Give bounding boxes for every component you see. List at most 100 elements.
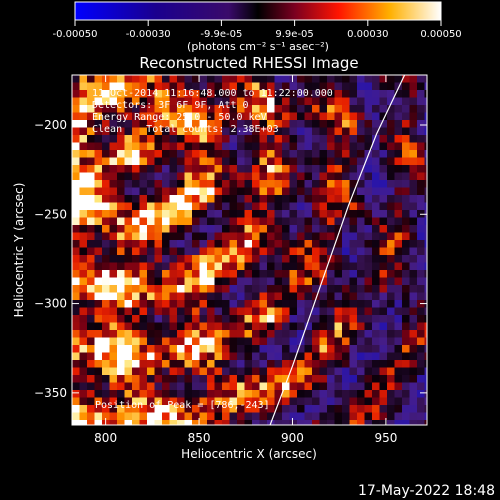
heatmap-cell xyxy=(199,300,208,308)
y-axis-label: Heliocentric Y (arcsec) xyxy=(12,183,26,318)
heatmap-cell xyxy=(259,82,268,91)
heatmap-cell xyxy=(304,375,313,383)
heatmap-cell xyxy=(94,240,103,248)
heatmap-cell xyxy=(319,225,328,233)
heatmap-cell xyxy=(312,157,320,166)
heatmap-cell xyxy=(364,165,373,173)
heatmap-cell xyxy=(349,75,358,83)
heatmap-cell xyxy=(312,352,320,361)
heatmap-cell xyxy=(222,240,230,248)
heatmap-cell xyxy=(267,262,275,271)
heatmap-cell xyxy=(304,397,313,406)
heatmap-cell xyxy=(342,180,350,188)
heatmap-cell xyxy=(267,360,275,368)
heatmap-cell xyxy=(102,292,110,301)
heatmap-cell xyxy=(244,262,253,271)
heatmap-cell xyxy=(432,105,440,113)
heatmap-cell xyxy=(244,90,253,98)
heatmap-cell xyxy=(372,360,380,368)
heatmap-cell xyxy=(229,360,238,368)
heatmap-cell xyxy=(259,75,268,83)
heatmap-cell xyxy=(237,240,245,248)
heatmap-cell xyxy=(184,337,193,346)
heatmap-cell xyxy=(267,285,275,293)
heatmap-cell xyxy=(319,135,328,143)
heatmap-cell xyxy=(199,127,208,136)
heatmap-cell xyxy=(124,285,133,293)
heatmap-cell xyxy=(147,135,155,143)
heatmap-cell xyxy=(162,97,170,106)
heatmap-cell xyxy=(357,135,365,143)
heatmap-cell xyxy=(132,315,140,323)
heatmap-cell xyxy=(289,150,298,158)
heatmap-cell xyxy=(319,120,328,128)
heatmap-cell xyxy=(289,352,298,361)
heatmap-cell xyxy=(327,345,335,353)
heatmap-cell xyxy=(417,157,425,166)
heatmap-cell xyxy=(132,142,140,151)
heatmap-cell xyxy=(409,382,418,391)
heatmap-cell xyxy=(117,105,125,113)
heatmap-cell xyxy=(372,412,380,421)
heatmap-cell xyxy=(87,382,95,391)
heatmap-cell xyxy=(177,210,185,218)
heatmap-cell xyxy=(237,262,245,271)
heatmap-cell xyxy=(169,277,178,286)
heatmap-cell xyxy=(440,338,448,346)
heatmap-cell xyxy=(274,210,283,218)
heatmap-cell xyxy=(342,165,350,173)
heatmap-cell xyxy=(109,382,118,391)
heatmap-cell xyxy=(230,428,238,436)
heatmap-cell xyxy=(289,405,298,413)
heatmap-cell xyxy=(417,187,425,196)
heatmap-cell xyxy=(184,390,193,398)
heatmap-cell xyxy=(72,262,80,271)
heatmap-cell xyxy=(349,292,358,301)
heatmap-cell xyxy=(274,127,283,136)
heatmap-cell xyxy=(387,217,395,226)
heatmap-cell xyxy=(94,187,103,196)
heatmap-cell xyxy=(162,75,170,83)
heatmap-cell xyxy=(440,300,448,308)
heatmap-cell xyxy=(177,127,185,136)
heatmap-cell xyxy=(440,158,448,166)
heatmap-cell xyxy=(177,180,185,188)
heatmap-cell xyxy=(72,90,80,98)
heatmap-cell xyxy=(379,165,388,173)
heatmap-cell xyxy=(297,82,305,91)
heatmap-cell xyxy=(207,247,215,256)
heatmap-cell xyxy=(289,382,298,391)
heatmap-cell xyxy=(440,353,448,361)
heatmap-cell xyxy=(440,203,448,211)
heatmap-cell xyxy=(372,202,380,211)
heatmap-cell xyxy=(342,142,350,151)
heatmap-cell xyxy=(417,82,425,91)
heatmap-cell xyxy=(372,135,380,143)
heatmap-cell xyxy=(124,345,133,353)
heatmap-cell xyxy=(109,315,118,323)
heatmap-cell xyxy=(432,233,440,241)
heatmap-cell xyxy=(79,337,88,346)
heatmap-cell xyxy=(102,322,110,331)
heatmap-cell xyxy=(357,428,365,436)
heatmap-cell xyxy=(102,337,110,346)
heatmap-cell xyxy=(349,180,358,188)
heatmap-cell xyxy=(297,127,305,136)
heatmap-cell xyxy=(342,292,350,301)
heatmap-cell xyxy=(177,428,185,436)
heatmap-cell xyxy=(79,285,88,293)
heatmap-cell xyxy=(214,315,223,323)
heatmap-cell xyxy=(177,435,185,443)
heatmap-cell xyxy=(334,412,343,421)
heatmap-cell xyxy=(132,285,140,293)
heatmap-cell xyxy=(364,255,373,263)
heatmap-cell xyxy=(154,307,163,316)
heatmap-cell xyxy=(252,217,260,226)
heatmap-cell xyxy=(432,195,440,203)
heatmap-cell xyxy=(274,307,283,316)
heatmap-cell xyxy=(379,270,388,278)
heatmap-cell xyxy=(357,300,365,308)
heatmap-cell xyxy=(132,150,140,158)
heatmap-cell xyxy=(207,405,215,413)
heatmap-cell xyxy=(72,105,80,113)
